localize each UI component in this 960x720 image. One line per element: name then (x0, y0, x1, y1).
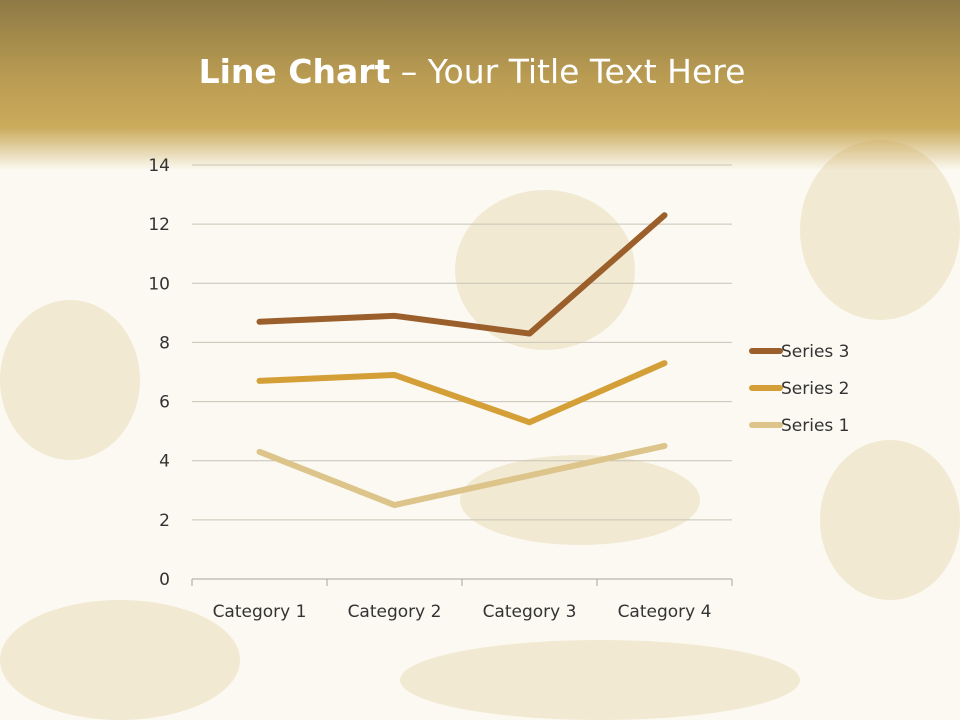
series-line-1 (256, 442, 668, 509)
slide-title: Line Chart – Your Title Text Here (198, 52, 746, 91)
y-tick-label: 14 (148, 156, 170, 176)
x-tick-label: Category 3 (483, 602, 577, 622)
y-tick-label: 2 (159, 511, 170, 531)
y-tick-label: 4 (159, 452, 170, 472)
y-tick-label: 6 (159, 393, 170, 413)
x-tick-label: Category 1 (213, 602, 307, 622)
y-tick-label: 8 (159, 333, 170, 353)
series-line-3 (256, 212, 668, 337)
series-line-2 (256, 360, 668, 426)
title-banner (0, 0, 960, 170)
y-tick-label: 10 (148, 274, 170, 294)
legend-label: Series 1 (781, 416, 850, 436)
y-tick-label: 0 (159, 570, 170, 590)
legend-label: Series 2 (781, 379, 850, 399)
legend-label: Series 3 (781, 342, 850, 362)
x-tick-label: Category 2 (348, 602, 442, 622)
y-tick-label: 12 (148, 215, 170, 235)
x-tick-label: Category 4 (618, 602, 712, 622)
